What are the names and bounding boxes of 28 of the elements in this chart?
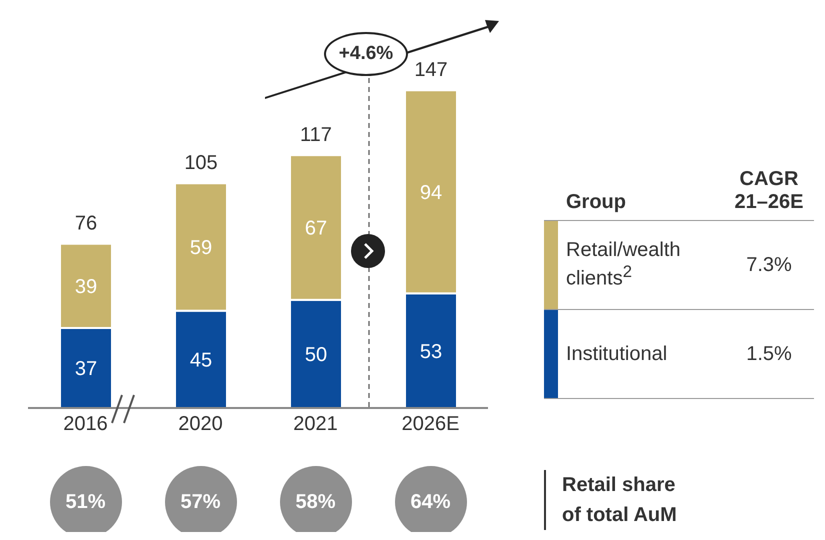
text: Institutional [565, 342, 668, 366]
data-label: 37 [74, 358, 98, 380]
x-tick-label: 2021 [293, 413, 338, 436]
data-label: 50 [304, 344, 328, 366]
total-label: 105 [184, 152, 218, 174]
text: 64% [409, 490, 452, 514]
text: Retail share of total AuM [544, 470, 692, 530]
data-label: 94 [420, 182, 442, 204]
text: 7.3% [745, 254, 793, 276]
x-tick-label: 2020 [178, 413, 223, 436]
data-label: 39 [74, 276, 98, 298]
text: Retail/wealth clients$^{2}$ [565, 239, 682, 291]
data-label: 59 [190, 237, 212, 260]
text: +4.6% [324, 32, 408, 76]
total-label: 76 [74, 212, 98, 235]
total-label: 117 [300, 124, 332, 146]
text: 1.5% [745, 342, 793, 366]
data-label: 67 [304, 218, 328, 240]
text: 51% [64, 490, 107, 514]
text: 58% [294, 490, 337, 514]
text: Group [565, 191, 627, 214]
data-label: 45 [190, 349, 212, 372]
text: CAGR 21–26E [734, 168, 804, 214]
x-tick-label: 2026E [402, 413, 460, 436]
total-label: 147 [414, 59, 448, 82]
text: 57% [179, 490, 222, 514]
data-label: 53 [420, 340, 442, 363]
x-tick-label: 2016 [63, 413, 108, 436]
